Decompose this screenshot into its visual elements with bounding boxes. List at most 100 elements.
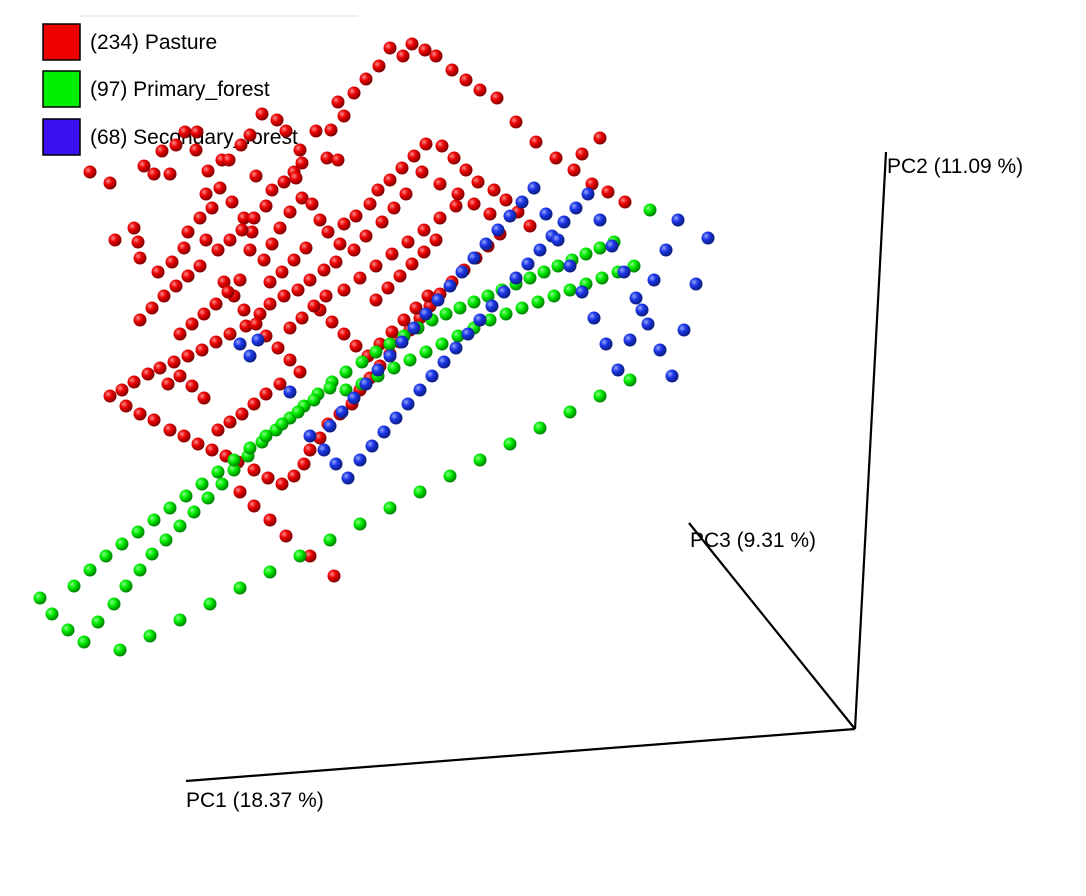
data-point <box>473 83 487 97</box>
data-point <box>417 245 431 259</box>
data-point <box>327 569 341 583</box>
data-point <box>369 259 383 273</box>
data-point <box>433 211 447 225</box>
data-point <box>197 307 211 321</box>
data-point <box>481 289 495 303</box>
data-point <box>211 465 225 479</box>
data-point <box>419 137 433 151</box>
data-point <box>515 195 529 209</box>
data-point <box>255 107 269 121</box>
data-point <box>259 387 273 401</box>
data-point <box>585 177 599 191</box>
data-point <box>701 231 715 245</box>
data-point <box>199 187 213 201</box>
data-point <box>247 397 261 411</box>
data-point <box>147 413 161 427</box>
data-point <box>601 185 615 199</box>
data-point <box>347 243 361 257</box>
data-point <box>67 579 81 593</box>
data-point <box>551 233 565 247</box>
data-point <box>291 283 305 297</box>
data-point <box>671 213 685 227</box>
data-point <box>665 369 679 383</box>
data-point <box>133 407 147 421</box>
data-point <box>491 223 505 237</box>
legend-swatch-primary-forest <box>42 70 81 108</box>
data-point <box>169 279 183 293</box>
data-point <box>349 339 363 353</box>
data-point <box>405 37 419 51</box>
data-point <box>127 221 141 235</box>
data-point <box>509 271 523 285</box>
data-point <box>453 301 467 315</box>
data-point <box>173 519 187 533</box>
data-point <box>303 273 317 287</box>
data-point <box>337 283 351 297</box>
data-point <box>127 375 141 389</box>
data-point <box>415 165 429 179</box>
data-point <box>83 563 97 577</box>
data-point <box>385 247 399 261</box>
data-point <box>293 365 307 379</box>
data-point <box>629 291 643 305</box>
data-point <box>249 317 263 331</box>
data-point <box>523 219 537 233</box>
pc3-axis-line <box>688 522 856 730</box>
data-point <box>279 529 293 543</box>
data-point <box>163 423 177 437</box>
data-point <box>409 301 423 315</box>
data-point <box>155 144 169 158</box>
data-point <box>563 405 577 419</box>
data-point <box>177 429 191 443</box>
data-point <box>191 437 205 451</box>
data-point <box>443 469 457 483</box>
data-point <box>259 429 273 443</box>
legend-label-pasture: (234) Pasture <box>90 31 217 54</box>
data-point <box>217 275 231 289</box>
data-point <box>115 537 129 551</box>
data-point <box>103 176 117 190</box>
data-point <box>567 163 581 177</box>
data-point <box>537 265 551 279</box>
data-point <box>157 289 171 303</box>
data-point <box>396 49 410 63</box>
data-point <box>611 363 625 377</box>
data-point <box>133 563 147 577</box>
data-point <box>369 293 383 307</box>
data-point <box>347 391 361 405</box>
data-point <box>419 345 433 359</box>
data-point <box>383 349 397 363</box>
data-point <box>455 265 469 279</box>
data-point <box>355 355 369 369</box>
data-point <box>383 173 397 187</box>
data-point <box>233 273 247 287</box>
data-point <box>635 303 649 317</box>
data-point <box>235 223 249 237</box>
data-point <box>473 313 487 327</box>
data-point <box>483 207 497 221</box>
data-point <box>551 259 565 273</box>
data-point <box>167 355 181 369</box>
data-point <box>227 463 241 477</box>
data-point <box>141 367 155 381</box>
data-point <box>337 109 351 123</box>
data-point <box>323 381 337 395</box>
data-point <box>479 237 493 251</box>
data-point <box>227 453 241 467</box>
data-point <box>595 271 609 285</box>
data-point <box>421 289 435 303</box>
data-point <box>407 149 421 163</box>
data-point <box>235 407 249 421</box>
data-point <box>407 321 421 335</box>
data-point <box>265 183 279 197</box>
data-point <box>145 301 159 315</box>
data-point <box>575 285 589 299</box>
data-point <box>325 315 339 329</box>
data-point <box>91 615 105 629</box>
data-point <box>372 59 386 73</box>
data-point <box>61 623 75 637</box>
data-point <box>295 191 309 205</box>
data-point <box>359 72 373 86</box>
data-point <box>189 143 203 157</box>
data-point <box>307 299 321 313</box>
